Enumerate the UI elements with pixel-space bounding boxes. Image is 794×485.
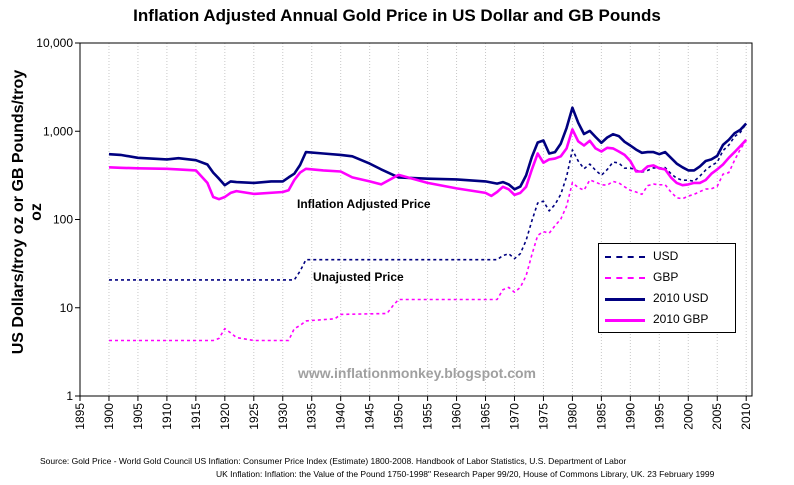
source-note-line-2: UK Inflation: Inflation: the Value of th…: [216, 469, 715, 479]
x-tick-label-1990: 1990: [623, 403, 637, 430]
x-tick-label-1935: 1935: [305, 403, 319, 430]
legend: USD GBP 2010 USD 2010 GBP: [598, 243, 736, 333]
legend-swatch-gbp: [605, 277, 645, 279]
x-tick-label-1930: 1930: [276, 403, 290, 430]
series-line-gbp: [109, 139, 747, 342]
x-tick-label-1965: 1965: [479, 403, 493, 430]
legend-label-usd: USD: [653, 249, 679, 263]
x-tick-label-1960: 1960: [450, 403, 464, 430]
x-tick-label-1970: 1970: [507, 403, 521, 430]
x-tick-label-1945: 1945: [363, 403, 377, 430]
x-tick-label-2010: 2010: [739, 403, 753, 430]
y-tick-label-10000: 10,000: [36, 36, 73, 50]
x-tick-label-2005: 2005: [710, 403, 724, 430]
x-tick-label-1915: 1915: [189, 403, 203, 430]
y-axis: 1 10 100 1,000 10,000: [36, 36, 80, 403]
series-line-usd: [109, 123, 747, 281]
chart-title: Inflation Adjusted Annual Gold Price in …: [133, 6, 661, 25]
x-tick-label-1940: 1940: [334, 403, 348, 430]
legend-swatch-2010-gbp: [605, 319, 645, 322]
x-tick-label-2000: 2000: [681, 403, 695, 430]
series-layer: [108, 106, 748, 342]
annotation-adjusted-price: Inflation Adjusted Price: [297, 197, 431, 211]
y-tick-label-1: 1: [66, 389, 73, 403]
legend-item-2010-gbp: 2010 GBP: [599, 310, 735, 330]
y-tick-label-100: 100: [53, 213, 73, 227]
y-axis-label: US Dollars/troy oz or GB Pounds/troy oz: [10, 69, 45, 355]
source-note-line-1: Source: Gold Price - World Gold Council …: [40, 456, 627, 466]
legend-swatch-usd: [605, 256, 645, 258]
legend-item-usd: USD: [599, 247, 735, 267]
legend-label-gbp: GBP: [653, 270, 679, 284]
y-tick-label-10: 10: [60, 301, 74, 315]
x-tick-label-1995: 1995: [652, 403, 666, 430]
legend-item-gbp: GBP: [599, 268, 735, 288]
watermark-url: www.inflationmonkey.blogspot.com: [298, 365, 537, 381]
x-tick-label-1900: 1900: [102, 403, 116, 430]
legend-item-2010-usd: 2010 USD: [599, 289, 735, 309]
x-tick-label-1950: 1950: [392, 403, 406, 430]
x-tick-label-1975: 1975: [536, 403, 550, 430]
x-tick-label-1925: 1925: [247, 403, 261, 430]
vertical-gridlines: [79, 43, 747, 396]
x-axis: 1895 1900 1905 1910 1915 1920 1925 1930 1935 1940…: [73, 396, 753, 430]
x-tick-label-1920: 1920: [218, 403, 232, 430]
plot-frame: [79, 42, 753, 397]
legend-swatch-2010-usd: [605, 298, 645, 301]
x-tick-label-1955: 1955: [421, 403, 435, 430]
x-tick-label-1895: 1895: [73, 403, 87, 430]
y-tick-label-1000: 1,000: [43, 124, 73, 138]
x-tick-label-1980: 1980: [565, 403, 579, 430]
series-line-2010-usd: [108, 106, 748, 191]
legend-label-2010-gbp: 2010 GBP: [653, 312, 709, 326]
x-tick-label-1910: 1910: [160, 403, 174, 430]
series-line-2010-gbp: [108, 128, 748, 201]
x-tick-label-1985: 1985: [594, 403, 608, 430]
legend-label-2010-usd: 2010 USD: [653, 291, 709, 305]
annotation-unadjusted-price: Unajusted Price: [313, 270, 404, 284]
x-tick-label-1905: 1905: [131, 403, 145, 430]
